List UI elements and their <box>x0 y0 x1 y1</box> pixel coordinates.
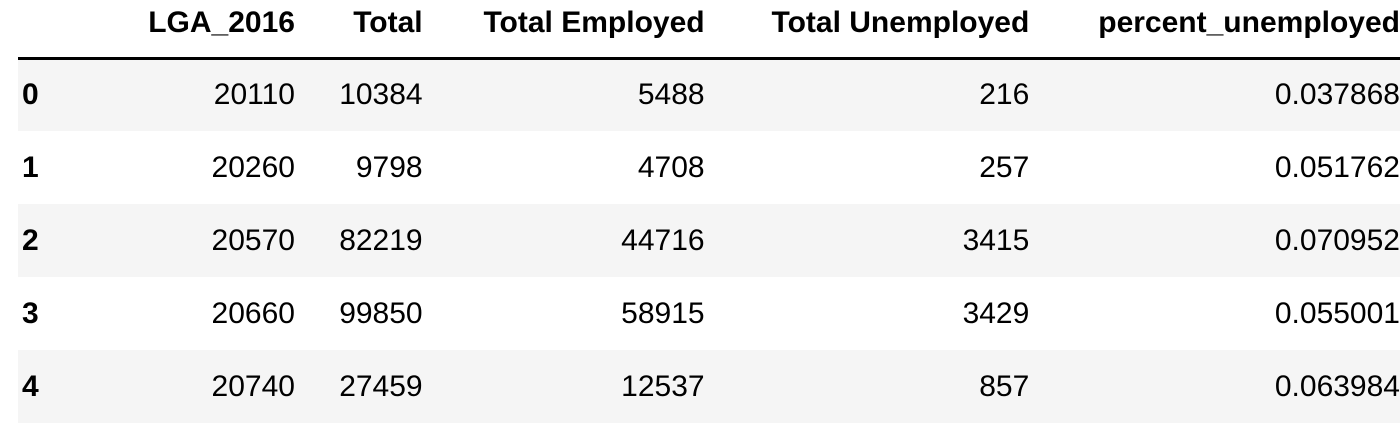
index-column-header <box>18 0 62 60</box>
cell-total: 99850 <box>339 296 423 330</box>
cell-lga-2016: 20110 <box>213 78 295 112</box>
cell-percent-unemployed: 0.051762 <box>1274 150 1400 184</box>
cell-total-unemployed: 3429 <box>962 296 1030 330</box>
cell-percent-unemployed: 0.070952 <box>1274 223 1400 257</box>
row-index: 2 <box>22 223 39 257</box>
cell-total-employed: 4708 <box>637 150 705 184</box>
column-header-lga-2016: LGA_2016 <box>61 0 295 60</box>
cell-total-employed: 58915 <box>621 296 705 330</box>
cell-total-employed: 44716 <box>621 223 705 257</box>
row-index: 0 <box>22 78 39 112</box>
cell-total-unemployed: 216 <box>979 78 1030 112</box>
row-index: 4 <box>22 369 39 403</box>
cell-total-unemployed: 857 <box>979 369 1030 403</box>
cell-percent-unemployed: 0.055001 <box>1274 296 1400 330</box>
cell-total: 82219 <box>339 223 423 257</box>
cell-total: 10384 <box>339 78 423 112</box>
column-header-total-unemployed: Total Unemployed <box>704 0 1030 60</box>
cell-lga-2016: 20740 <box>211 369 295 403</box>
cell-total: 27459 <box>339 369 423 403</box>
cell-lga-2016: 20660 <box>211 296 295 330</box>
table-header: LGA_2016 Total Total Employed Total Unem… <box>18 0 1400 60</box>
table-row: 4 20740 27459 12537 857 0.063984 <box>18 350 1400 423</box>
cell-total-unemployed: 3415 <box>962 223 1030 257</box>
row-index: 1 <box>22 150 39 184</box>
dataframe-table: LGA_2016 Total Total Employed Total Unem… <box>18 0 1400 423</box>
row-index: 3 <box>22 296 39 330</box>
table-row: 1 20260 9798 4708 257 0.051762 <box>18 131 1400 204</box>
table-row: 2 20570 82219 44716 3415 0.070952 <box>18 204 1400 277</box>
cell-percent-unemployed: 0.037868 <box>1274 78 1400 112</box>
table-row: 3 20660 99850 58915 3429 0.055001 <box>18 277 1400 350</box>
cell-total-employed: 12537 <box>621 369 705 403</box>
cell-total-unemployed: 257 <box>979 150 1030 184</box>
cell-lga-2016: 20570 <box>211 223 295 257</box>
cell-lga-2016: 20260 <box>211 150 295 184</box>
cell-total: 9798 <box>355 150 423 184</box>
table-row: 0 20110 10384 5488 216 0.037868 <box>18 58 1400 131</box>
column-header-percent-unemployed: percent_unemployed <box>1029 0 1400 60</box>
cell-total-employed: 5488 <box>637 78 705 112</box>
cell-percent-unemployed: 0.063984 <box>1274 369 1400 403</box>
column-header-total-employed: Total Employed <box>422 0 705 60</box>
header-row: LGA_2016 Total Total Employed Total Unem… <box>18 0 1400 60</box>
column-header-total: Total <box>294 0 423 60</box>
table-body: 0 20110 10384 5488 216 0.037868 1 20260 … <box>18 58 1400 423</box>
